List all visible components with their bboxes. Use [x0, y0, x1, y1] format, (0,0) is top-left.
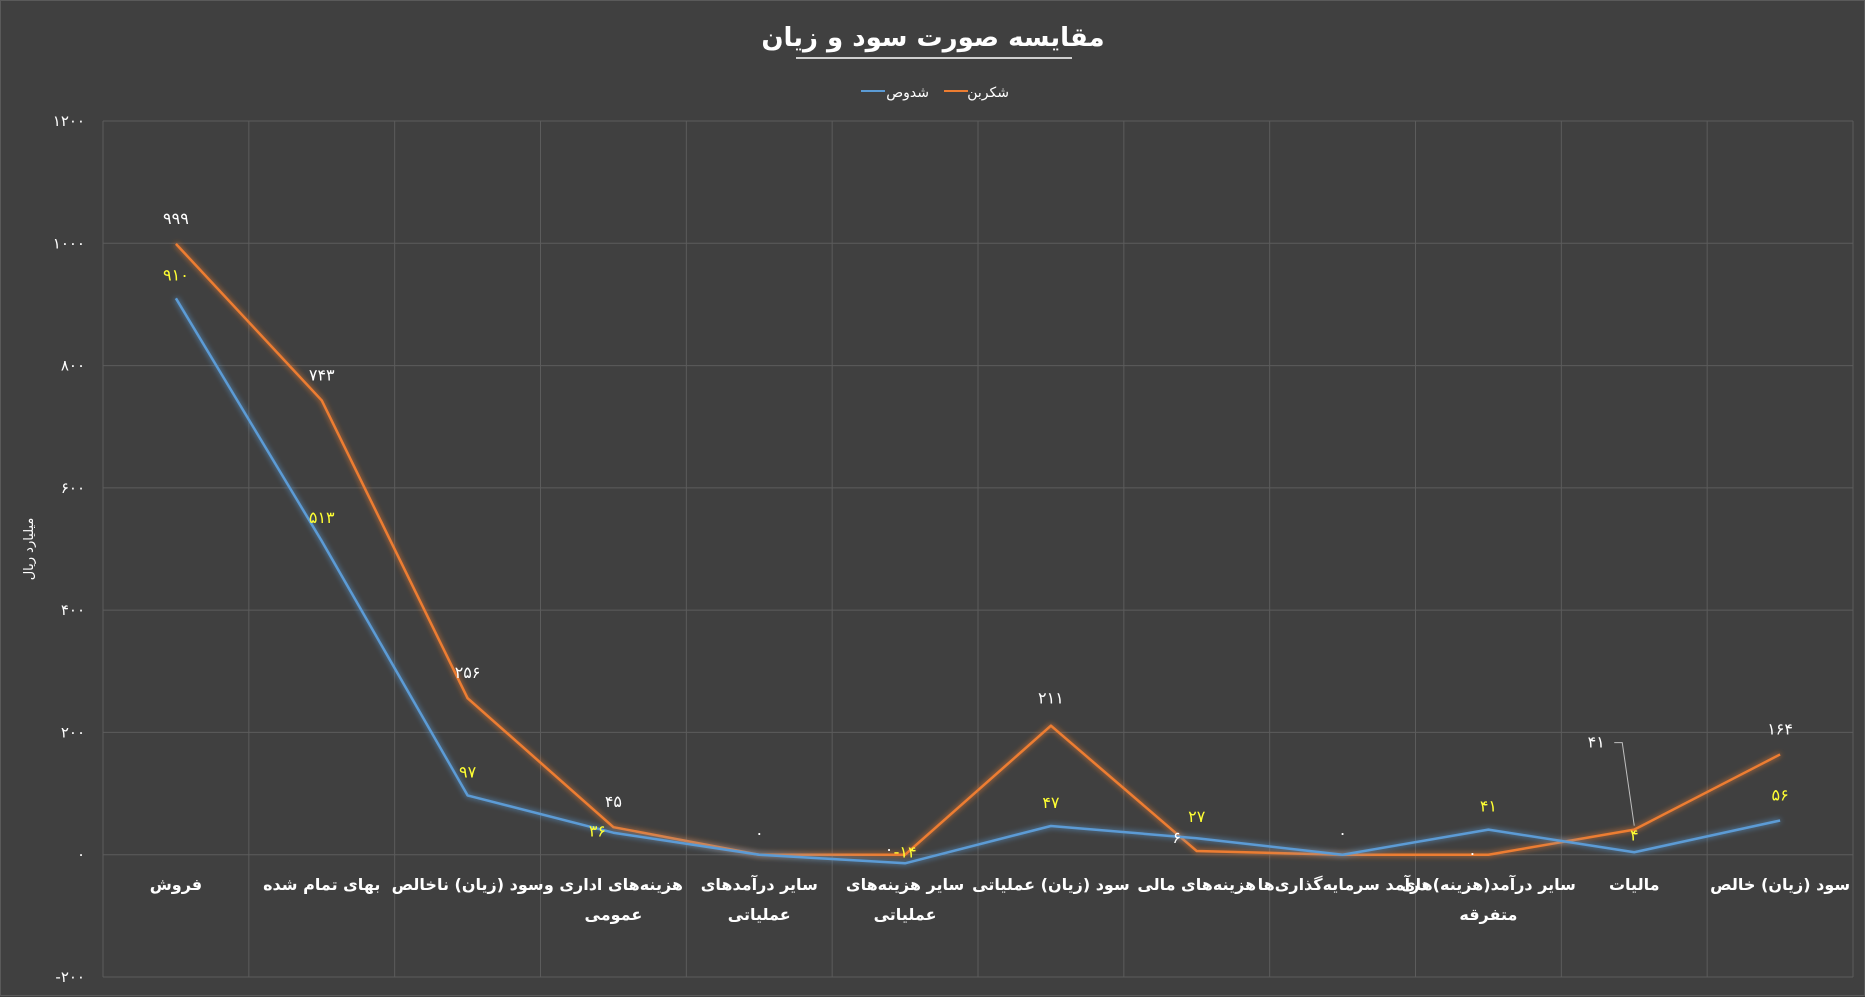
series-lines: [174, 243, 1781, 865]
data-label: ۹۷: [459, 762, 477, 781]
y-tick-label: -۲۰۰: [55, 968, 85, 986]
data-label: ۳۶: [589, 822, 606, 841]
chart-title: مقایسه صورت سود و زیان: [761, 23, 1104, 53]
x-category-label: سایر درآمدهای: [701, 874, 818, 894]
callout-leader: [1614, 742, 1635, 826]
x-category-label: عملیاتی: [874, 905, 937, 924]
x-category-label: سایر درآمد(هزینه)های: [1401, 874, 1576, 894]
x-category-label: متفرقه: [1459, 905, 1517, 924]
series-line-shadooz: [174, 297, 1781, 865]
legend-label-shekarbon: شکربن: [967, 85, 1009, 101]
x-category-label: عملیاتی: [728, 905, 791, 924]
y-tick-label: ۱۰۰۰: [53, 234, 85, 252]
x-category-label: سود (زیان) ناخالص: [392, 875, 544, 894]
y-axis-ticks: ۱۲۰۰ ۱۰۰۰ ۸۰۰ ۶۰۰ ۴۰۰ ۲۰۰ ۰ -۲۰۰: [53, 112, 85, 986]
data-label: ۲۱۱: [1038, 689, 1064, 708]
data-label: ۹۱۰: [163, 265, 189, 284]
data-label: ۴۵: [605, 792, 622, 811]
x-axis-categories: فروش بهای تمام شده سود (زیان) ناخالص هزینه‌…: [150, 874, 1850, 924]
x-category-label: سود (زیان) عملیاتی: [972, 875, 1130, 894]
legend: شکربن شدوص: [861, 85, 1009, 101]
data-label: ۴۷: [1042, 793, 1060, 812]
series-line-shekarbon: [175, 243, 1781, 856]
y-tick-label: ۸۰۰: [61, 357, 85, 375]
data-label: ۴: [1630, 825, 1639, 844]
x-category-label: درآمد سرمایه‌گذاری‌ها: [1258, 874, 1428, 894]
data-label: ۰: [885, 840, 894, 859]
data-label: ۴۱: [1588, 733, 1605, 752]
grid: [102, 120, 1854, 978]
x-category-label: هزینه‌های اداری و: [543, 875, 683, 894]
x-category-label: سود (زیان) خالص: [1710, 875, 1850, 894]
data-label: ۰: [755, 824, 764, 843]
x-category-label: عمومی: [585, 905, 643, 924]
x-category-label: سایر هزینه‌های: [846, 875, 964, 894]
data-label: ۰: [1468, 844, 1477, 863]
data-label: ۶: [1172, 828, 1181, 847]
data-labels: ۹۹۹ ۷۴۳ ۲۵۶ ۴۵ ۰ ۰ ۲۱۱ ۶ ۰ ۰ ۴۱ ۱۶۴ ۹۱۰ ۵۱۳ ۹۷ ۳۶ -۱۴ ۴۷ ۲…: [163, 209, 1793, 863]
data-label: ۴۱: [1480, 797, 1497, 816]
data-label: -۱۴: [894, 842, 917, 861]
data-label: ۰: [1338, 824, 1347, 843]
x-category-label: بهای تمام شده: [263, 875, 380, 894]
y-tick-label: ۰: [77, 846, 85, 864]
data-label: ۹۹۹: [163, 209, 189, 228]
data-label: ۷۴۳: [309, 365, 335, 384]
y-tick-label: ۲۰۰: [61, 723, 85, 741]
y-tick-label: ۱۲۰۰: [53, 112, 85, 130]
x-category-label: هزینه‌های مالی: [1137, 875, 1256, 894]
legend-label-shadooz: شدوص: [886, 85, 929, 101]
data-label: ۱۶۴: [1767, 719, 1793, 738]
data-label: ۲۵۶: [455, 663, 481, 682]
data-label: ۲۷: [1188, 807, 1206, 826]
x-category-label: مالیات: [1609, 875, 1660, 894]
y-tick-label: ۶۰۰: [61, 479, 85, 497]
data-label: ۵۶: [1771, 785, 1788, 804]
y-tick-label: ۴۰۰: [61, 601, 85, 619]
x-category-label: فروش: [150, 875, 202, 894]
data-label: ۵۱۳: [309, 508, 335, 527]
y-axis-label: میلیارد ریال: [22, 518, 37, 581]
callout-line: [1614, 742, 1635, 826]
